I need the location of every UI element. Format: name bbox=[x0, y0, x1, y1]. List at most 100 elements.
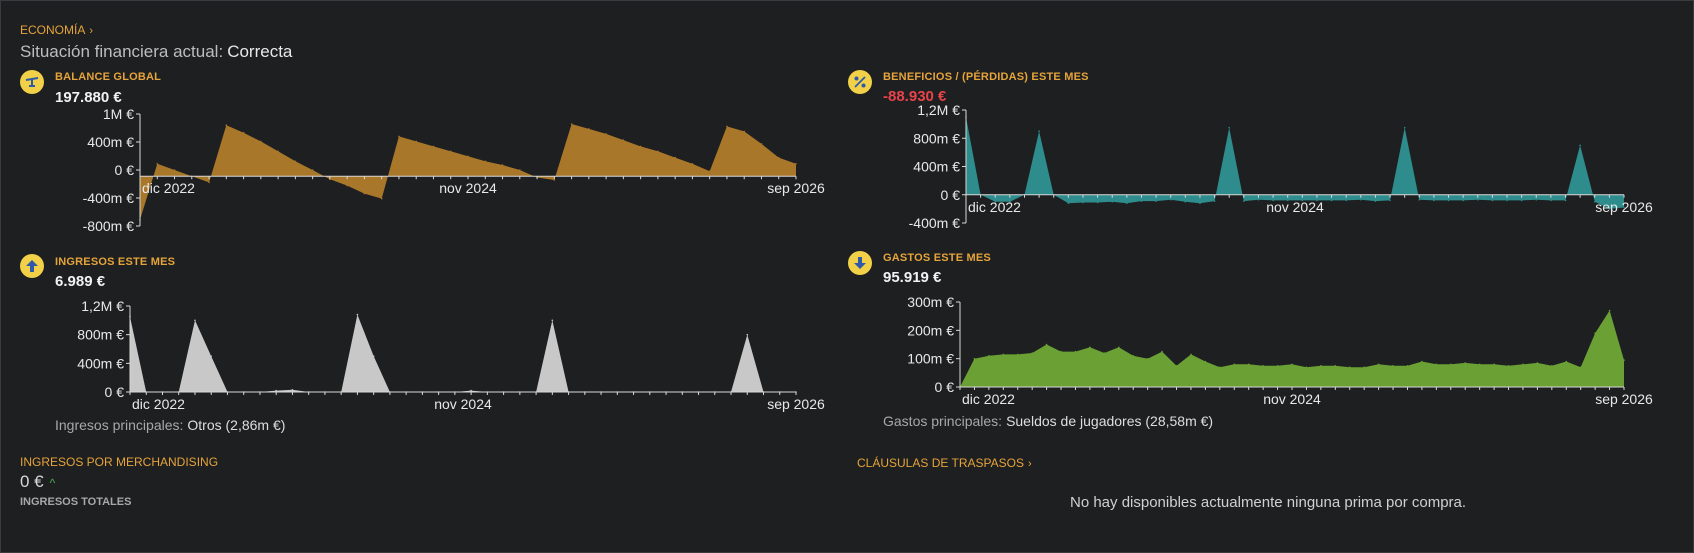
profit-title: BENEFICIOS / (PÉRDIDAS) ESTE MES bbox=[883, 71, 1089, 83]
expenses-point bbox=[1045, 343, 1048, 346]
balance-x-tick-label: dic 2022 bbox=[142, 180, 195, 196]
profit-point bbox=[994, 201, 996, 203]
income-x-tick-label: nov 2024 bbox=[434, 396, 492, 412]
expenses-point bbox=[1190, 353, 1192, 356]
expenses-y-tick-label: 300m € bbox=[907, 294, 954, 310]
transfers-empty-message: No hay disponibles actualmente ninguna p… bbox=[1070, 494, 1467, 511]
expenses-point bbox=[1132, 355, 1134, 357]
economy-link-label: ECONOMÍA bbox=[20, 23, 86, 37]
transfer-clauses-link[interactable]: CLÁUSULAS DE TRASPASOS › bbox=[857, 456, 1032, 470]
profit-point bbox=[1418, 198, 1421, 201]
balance-point bbox=[743, 130, 745, 133]
expenses-point bbox=[1623, 359, 1625, 361]
income-y-tick-label: 1,2M € bbox=[81, 298, 124, 314]
balance-point bbox=[346, 184, 349, 187]
expenses-point bbox=[1392, 365, 1394, 367]
balance-point bbox=[484, 160, 487, 163]
balance-point bbox=[760, 143, 763, 145]
income-x-tick-label: sep 2026 bbox=[767, 396, 825, 412]
expenses-point bbox=[1233, 363, 1236, 366]
balance-point bbox=[657, 150, 659, 153]
financial-status-value: Correcta bbox=[227, 42, 293, 61]
profit-x-tick-label: nov 2024 bbox=[1266, 199, 1324, 215]
expenses-point bbox=[1363, 366, 1365, 368]
balance-y-tick-label: 400m € bbox=[87, 134, 134, 150]
profit-point bbox=[1564, 199, 1567, 202]
balance-point bbox=[449, 150, 452, 153]
profit-point bbox=[1169, 198, 1172, 201]
balance-x-tick-label: nov 2024 bbox=[439, 180, 497, 196]
balance-point bbox=[622, 139, 625, 141]
balance-y-tick-label: 0 € bbox=[115, 162, 135, 178]
expenses-point bbox=[1406, 365, 1409, 367]
profit-point bbox=[1038, 130, 1040, 132]
expenses-point bbox=[1146, 357, 1149, 360]
income-point bbox=[551, 319, 554, 322]
scale-icon bbox=[20, 70, 44, 94]
profit-point bbox=[1301, 199, 1304, 202]
expenses-point bbox=[1060, 350, 1062, 353]
income-point bbox=[356, 313, 359, 316]
profit-point bbox=[1111, 201, 1113, 203]
economy-section-link[interactable]: ECONOMÍA › bbox=[20, 23, 93, 37]
expenses-point bbox=[1334, 365, 1337, 367]
expenses-point bbox=[1608, 309, 1611, 312]
profit-point bbox=[1520, 199, 1523, 202]
profit-y-tick-label: -400m € bbox=[909, 215, 961, 231]
profit-point bbox=[1360, 198, 1362, 201]
expenses-point bbox=[1118, 346, 1120, 349]
profit-point bbox=[1082, 201, 1084, 204]
merch-amount: 0 € bbox=[20, 472, 44, 491]
income-title: INGRESOS ESTE MES bbox=[55, 256, 176, 268]
profit-value: -88.930 € bbox=[883, 88, 947, 105]
income-point bbox=[275, 389, 277, 392]
chevron-right-icon: › bbox=[89, 25, 94, 37]
profit-point bbox=[1155, 200, 1157, 202]
expenses-point bbox=[1579, 366, 1582, 368]
balance-y-tick-label: 1M € bbox=[103, 106, 134, 122]
expenses-point bbox=[1175, 365, 1178, 367]
profit-point bbox=[1316, 199, 1318, 202]
balance-point bbox=[777, 156, 780, 159]
expenses-point bbox=[973, 357, 976, 360]
profit-point bbox=[1257, 198, 1260, 201]
profit-point bbox=[1447, 199, 1450, 202]
expenses-title: GASTOS ESTE MES bbox=[883, 252, 991, 264]
expenses-caption-label: Gastos principales: bbox=[883, 413, 1003, 429]
balance-point bbox=[467, 155, 469, 158]
balance-point bbox=[691, 163, 694, 165]
profit-area bbox=[966, 117, 1624, 209]
profit-point bbox=[1608, 208, 1611, 210]
profit-point bbox=[1389, 199, 1391, 202]
balance-point bbox=[519, 169, 521, 171]
balance-point bbox=[605, 133, 607, 135]
chevron-right-icon: › bbox=[1027, 458, 1032, 470]
expenses-point bbox=[1507, 365, 1510, 367]
income-point bbox=[210, 355, 212, 357]
balance-y-tick-label: -400m € bbox=[83, 190, 135, 206]
income-caption-label: Ingresos principales: bbox=[55, 417, 184, 433]
expenses-point bbox=[1435, 363, 1438, 366]
profit-point bbox=[1433, 199, 1435, 202]
balance-point bbox=[225, 124, 228, 126]
income-caption: Ingresos principales: Otros (2,86m €) bbox=[55, 417, 285, 433]
expenses-point bbox=[1291, 363, 1293, 366]
merch-title: INGRESOS POR MERCHANDISING bbox=[20, 455, 218, 469]
profit-point bbox=[1462, 199, 1464, 202]
balance-point bbox=[173, 169, 176, 171]
balance-point bbox=[432, 145, 435, 148]
profit-point bbox=[1286, 199, 1289, 202]
profit-point bbox=[1403, 126, 1406, 129]
profit-point bbox=[1272, 199, 1274, 202]
expenses-point bbox=[1377, 363, 1380, 366]
balance-point bbox=[639, 145, 642, 148]
expenses-x-tick-label: nov 2024 bbox=[1263, 391, 1321, 407]
expenses-point bbox=[1262, 365, 1264, 367]
profit-point bbox=[1096, 201, 1099, 204]
expenses-caption: Gastos principales: Sueldos de jugadores … bbox=[883, 413, 1213, 429]
income-y-tick-label: 800m € bbox=[77, 327, 124, 343]
expenses-point bbox=[1002, 353, 1005, 356]
profit-point bbox=[1345, 199, 1347, 202]
balance-point bbox=[501, 164, 504, 166]
financial-status-label: Situación financiera actual: bbox=[20, 42, 224, 61]
